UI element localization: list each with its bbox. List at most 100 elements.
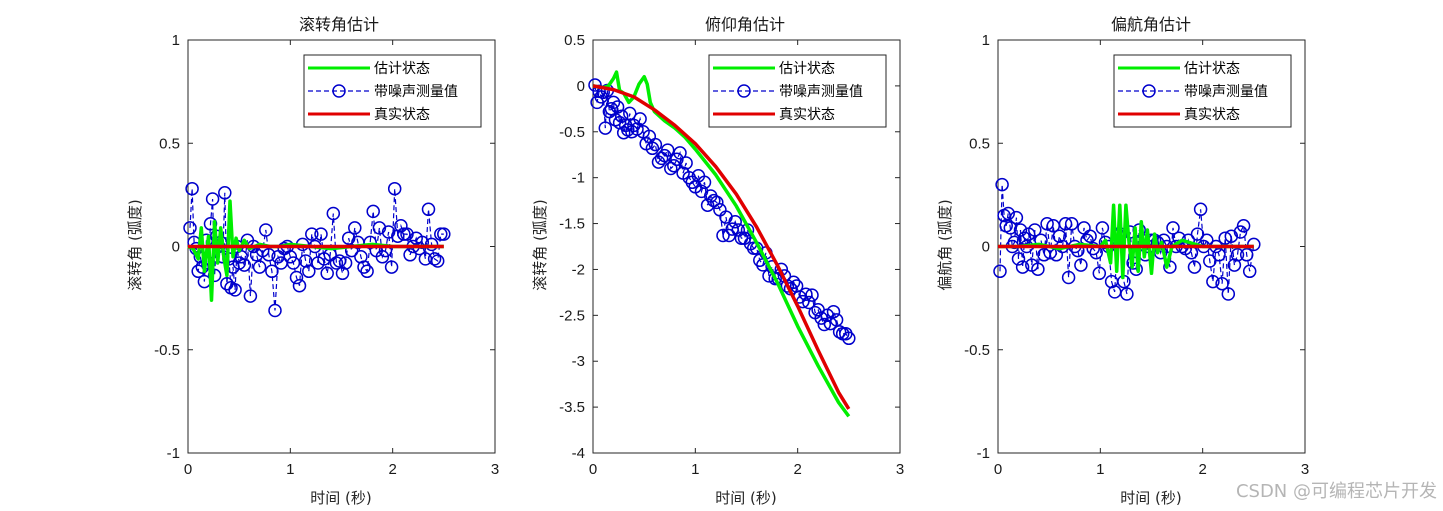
yaw-measurement-point [1215,276,1229,291]
yaw-y-tick-label: 0.5 [969,135,990,152]
watermark: CSDN @可编程芯片开发 [1235,481,1437,502]
roll-measurement-point [305,227,319,241]
pitch-x-axis-label: 时间 (秒) [715,489,776,507]
roll-measurement-point [387,181,402,196]
roll-measurement-point [332,254,347,268]
pitch-measurement-point [679,156,693,170]
pitch-measurement-point [670,152,684,167]
yaw-legend: 估计状态 带噪声测量值 真实状态 [1113,54,1292,128]
roll-measurement-point [412,241,427,256]
yaw-measurement-point [1003,221,1018,235]
roll-measurement-point [400,227,414,241]
yaw-legend-measurement-marker [1142,84,1156,98]
roll-measurement-point [289,270,304,285]
pitch-y-tick-label: -2 [572,261,585,278]
pitch-measurement-point [697,175,712,190]
roll-measurement-point [427,252,442,266]
yaw-measurement-point [1230,248,1245,262]
yaw-measurement-point [1015,260,1030,274]
pitch-x-tick-label: 0 [589,461,597,478]
roll-measurement-point [243,289,258,303]
roll-measurement-point [403,248,417,262]
pitch-y-tick-label: -3 [572,353,585,370]
roll-measurement-point [397,227,411,241]
yaw-measurement-point [1074,258,1088,272]
roll-plot-area: 0 1 2 3 -1 -0.5 0 0.5 1 [154,32,499,478]
roll-measurement-point [375,250,390,264]
roll-measurement-point [302,264,316,279]
yaw-measurement-point [1218,231,1232,245]
pitch-measurement-point [633,112,647,126]
yaw-x-tick-label: 3 [1301,461,1309,478]
pitch-measurement-point [802,295,816,310]
pitch-chart-title: 俯仰角估计 [705,15,785,34]
roll-measurement-point [415,235,430,250]
roll-measurement-point [421,202,436,217]
roll-x-tick-label: 3 [491,461,499,478]
roll-measurement-point [430,254,445,268]
pitch-measurement-point [648,137,663,152]
yaw-measurement-point [1058,217,1073,231]
yaw-measurement-point [1031,262,1045,276]
pitch-measurement-point [614,109,629,123]
pitch-measurement-point [610,100,625,114]
roll-measurement-point [372,221,387,235]
pitch-measurement-point [826,304,841,319]
roll-measurement-point [228,283,242,297]
roll-measurement-point [357,260,371,274]
roll-measurement-point [366,204,380,219]
yaw-y-tick-label: -0.5 [964,342,990,359]
roll-x-tick-label: 0 [184,461,192,478]
roll-y-tick-label: 0.5 [159,135,180,152]
yaw-measurement-point [1083,229,1097,243]
pitch-axes-box [592,39,901,454]
yaw-measurement-point [1233,225,1248,239]
roll-measurement-point [283,250,298,264]
pitch-y-tick-label: -3.5 [559,399,585,416]
roll-measurement-point [234,250,248,264]
yaw-measurement-point [1001,206,1015,221]
pitch-y-tick-label: -4 [572,445,585,462]
yaw-x-tick-label: 0 [994,461,1002,478]
roll-measurement-point [183,221,197,235]
yaw-measurement-point [1236,219,1251,233]
roll-measurement-point [437,227,451,241]
roll-y-tick-label: -1 [167,445,180,462]
roll-x-axis-label: 时间 (秒) [310,489,371,507]
pitch-y-tick-label: -1.5 [559,216,585,233]
yaw-measurement-point [1011,252,1026,266]
pitch-measurement-point [799,287,813,301]
yaw-measurement-point [1203,254,1217,268]
roll-x-tick-label: 1 [286,461,294,478]
roll-legend-measurement-marker [332,84,346,98]
pitch-legend-truth-label: 真实状态 [779,107,835,123]
pitch-y-tick-label: 0.5 [564,32,585,49]
yaw-x-tick-label: 1 [1096,461,1104,478]
yaw-chart-title: 偏航角估计 [1111,15,1191,34]
pitch-truth-line [592,84,851,410]
yaw-measurement-point [1193,202,1208,217]
yaw-legend-estimate-label: 估计状态 [1184,61,1240,77]
pitch-measurement-point [710,195,724,210]
roll-legend-measurement-label: 带噪声测量值 [374,84,458,100]
yaw-y-tick-label: 0 [982,239,990,256]
pitch-measurement-point [716,228,730,243]
roll-x-tick-label: 2 [388,461,396,478]
yaw-legend-measurement-label: 带噪声测量值 [1184,84,1268,100]
roll-measurement-point [338,256,353,270]
yaw-measurement-point [1247,237,1261,252]
roll-legend: 估计状态 带噪声测量值 真实状态 [303,54,482,128]
pitch-measurement-point [667,158,681,173]
yaw-measurement-point [1040,217,1054,231]
pitch-legend-measurement-label: 带噪声测量值 [779,84,863,100]
pitch-x-tick-label: 2 [793,461,801,478]
yaw-measurement-point [1239,248,1254,262]
pitch-estimate-line [592,70,851,418]
roll-y-tick-label: -0.5 [154,342,180,359]
roll-measurement-point [360,264,374,279]
yaw-plot-area: 0 1 2 3 -1 -0.5 0 0.5 1 [964,32,1309,478]
yaw-x-axis-label: 时间 (秒) [1120,489,1181,507]
pitch-measurement-point [842,331,856,346]
roll-measurement-point [329,256,344,270]
